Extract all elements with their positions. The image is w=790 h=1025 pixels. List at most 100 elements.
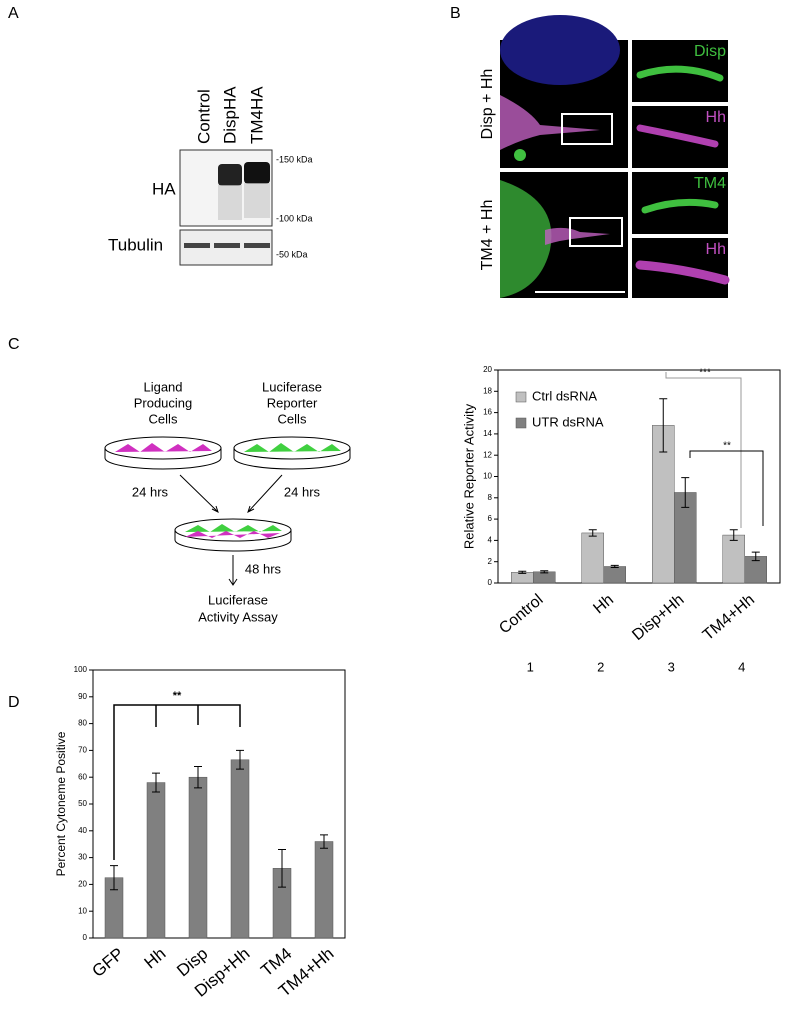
lane-label: DispHA	[220, 86, 239, 144]
micrographs: Disp + Hh TM4 + Hh Disp Hh TM4 Hh	[479, 15, 730, 298]
bar	[188, 776, 208, 939]
x-tick-label: Hh	[590, 591, 617, 617]
error-bar	[278, 849, 286, 888]
scheme-text: Ligand	[143, 379, 182, 394]
inset-box	[561, 113, 613, 145]
dish	[104, 436, 222, 470]
dish	[233, 436, 351, 470]
scheme-text: 24 hrs	[132, 484, 169, 499]
cell	[500, 180, 552, 298]
arrow	[179, 474, 219, 513]
row-label: TM4 + Hh	[479, 200, 496, 271]
inset-label: Disp	[694, 43, 726, 60]
y-tick-label: 4	[488, 536, 493, 545]
panel-label: D	[8, 694, 20, 711]
y-tick-label: 10	[78, 906, 87, 915]
inset-label: TM4	[694, 175, 726, 192]
y-axis-label: Percent Cytoneme Positive	[54, 731, 68, 876]
dish	[174, 518, 292, 552]
panel-label: A	[8, 5, 19, 22]
cytoneme	[545, 227, 610, 245]
y-tick-label: 40	[78, 826, 87, 835]
bar	[314, 841, 334, 939]
error-bar	[518, 570, 527, 574]
scheme-text: 48 hrs	[245, 561, 282, 576]
arrow	[228, 555, 238, 586]
scheme-text: Cells	[149, 411, 178, 426]
scheme-text: Luciferase	[208, 592, 268, 607]
y-tick-label: 12	[483, 450, 492, 459]
y-tick-label: 80	[78, 719, 87, 728]
smear	[244, 183, 270, 218]
error-bar	[610, 564, 619, 569]
error-bar	[320, 834, 328, 849]
y-tick-label: 30	[78, 853, 87, 862]
y-tick-label: 60	[78, 772, 87, 781]
band	[244, 162, 270, 184]
signal	[641, 198, 719, 214]
y-tick-label: 0	[83, 933, 88, 942]
y-tick-label: 20	[483, 365, 492, 374]
y-tick-label: 2	[488, 557, 493, 566]
y-tick-label: 100	[74, 665, 88, 674]
y-tick-label: 50	[78, 799, 87, 808]
marker-label: -50 kDa	[276, 249, 308, 259]
error-bar	[236, 749, 244, 770]
error-bar	[659, 398, 668, 453]
bar	[581, 532, 604, 584]
error-bar	[540, 570, 549, 574]
inset-label: Hh	[706, 109, 726, 126]
lane-label: Control	[194, 89, 213, 144]
smear	[218, 185, 242, 220]
inset-box	[569, 217, 623, 247]
legend-label: UTR dsRNA	[532, 414, 604, 429]
significance-bracket	[113, 704, 241, 860]
signal	[636, 124, 719, 148]
legend-swatch	[515, 391, 527, 403]
band	[214, 243, 240, 248]
error-bar	[729, 529, 738, 541]
error-bar	[110, 865, 118, 891]
y-tick-label: 20	[78, 880, 87, 889]
lane-label: TM4HA	[247, 86, 266, 144]
signal	[635, 260, 730, 285]
arrow	[247, 474, 283, 513]
significance-bracket	[689, 450, 764, 526]
plot-frame	[92, 669, 346, 939]
signal	[636, 65, 724, 82]
x-tick-label: TM4+Hh	[700, 591, 758, 644]
y-tick-label: 90	[78, 692, 87, 701]
marker-label: -150 kDa	[276, 154, 313, 164]
annotation: ***	[699, 368, 711, 379]
scheme-text: Luciferase	[262, 379, 322, 394]
y-tick-label: 70	[78, 746, 87, 755]
scheme-text: Reporter	[267, 395, 318, 410]
category-number: 3	[668, 659, 675, 674]
error-bar	[588, 529, 597, 537]
category-number: 4	[738, 659, 745, 674]
band	[184, 243, 210, 248]
x-tick-label: Control	[496, 591, 546, 637]
error-bar	[152, 772, 160, 793]
y-axis-label: Relative Reporter Activity	[461, 403, 476, 549]
x-tick-label: Disp+Hh	[629, 591, 687, 644]
legend-label: Ctrl dsRNA	[532, 388, 597, 403]
panel-label: C	[8, 336, 20, 353]
category-number: 2	[597, 659, 604, 674]
y-tick-label: 6	[488, 514, 493, 523]
bar	[533, 571, 556, 584]
y-tick-label: 18	[483, 386, 492, 395]
scheme-text: 24 hrs	[284, 484, 321, 499]
error-bar	[194, 765, 202, 789]
significance-bracket	[665, 372, 742, 528]
signal	[514, 149, 526, 161]
error-bar	[751, 551, 760, 562]
western-blot: Control DispHA TM4HA HA Tubulin -150 kDa…	[108, 86, 313, 266]
scheme-text: Cells	[278, 411, 307, 426]
y-tick-label: 14	[483, 429, 492, 438]
row-label: HA	[152, 179, 176, 198]
annotation: **	[723, 441, 731, 452]
legend-swatch	[515, 417, 527, 429]
annotation: **	[173, 690, 182, 702]
inset-label: Hh	[706, 241, 726, 258]
